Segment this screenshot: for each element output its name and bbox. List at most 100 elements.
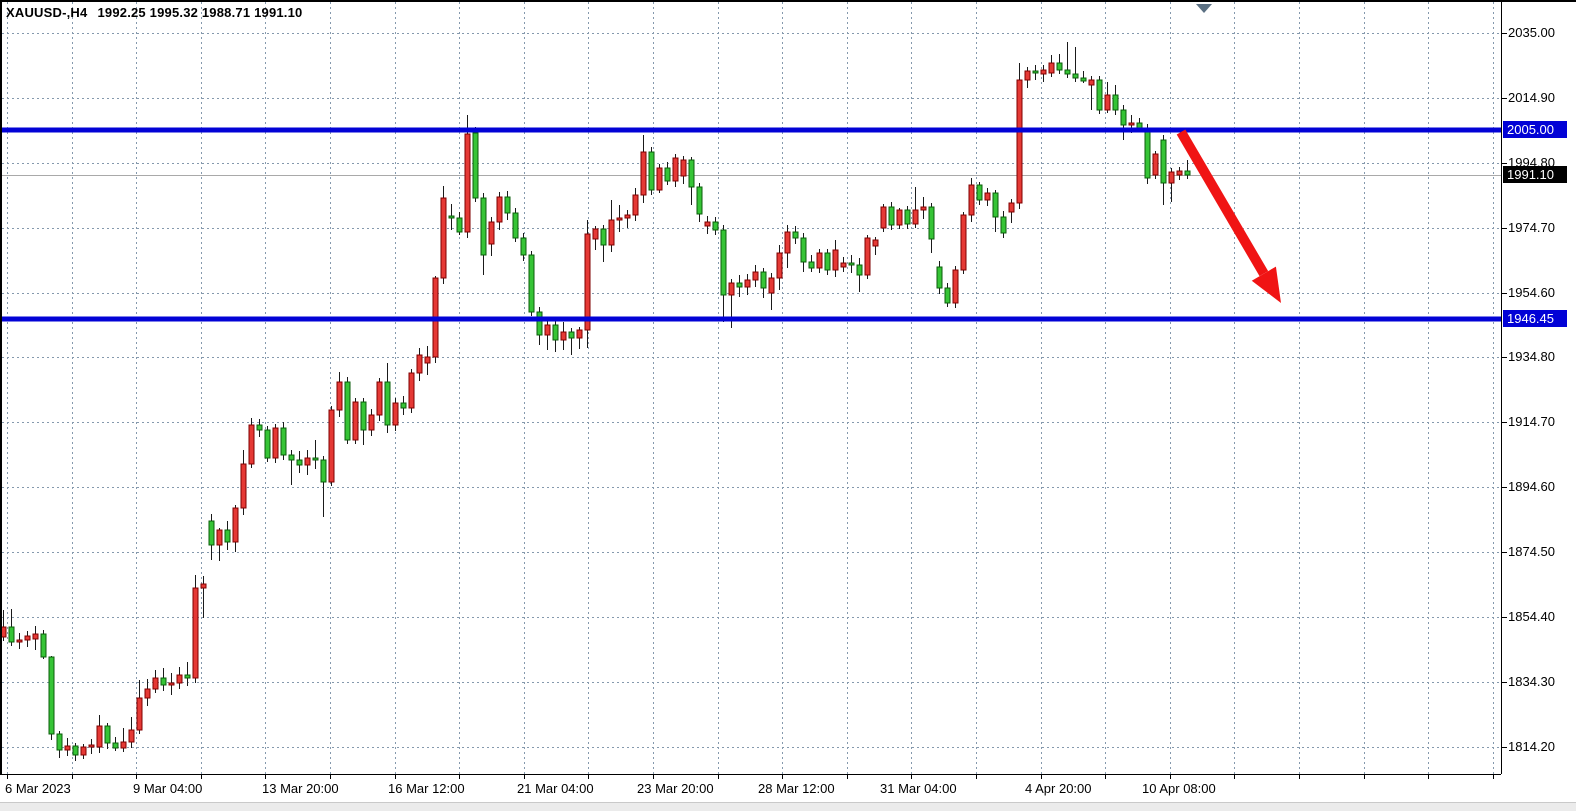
candle-body: [624, 214, 631, 219]
candle-body: [104, 725, 111, 744]
candle-body: [1072, 73, 1079, 79]
candle-body: [352, 401, 359, 441]
time-axis-label: 21 Mar 04:00: [517, 781, 594, 796]
candle-body: [408, 372, 415, 409]
candle-body: [152, 677, 159, 690]
price-axis-label: 1954.60: [1508, 285, 1555, 300]
candle-body: [736, 282, 743, 288]
candle-body: [536, 311, 543, 336]
trend-arrow-shaft: [1176, 129, 1269, 277]
window-border-left: [0, 0, 2, 774]
candle-body: [496, 196, 503, 223]
candle-body: [72, 745, 79, 756]
candle-body: [168, 682, 175, 686]
candle-body: [800, 237, 807, 263]
price-axis-label: 1854.40: [1508, 609, 1555, 624]
candle-body: [216, 529, 223, 546]
candle-body: [704, 221, 711, 227]
candle-body: [920, 206, 927, 211]
candle-body: [56, 733, 63, 751]
candle-body: [344, 381, 351, 441]
candle-body: [416, 354, 423, 374]
candle-body: [696, 186, 703, 215]
candle-body: [896, 209, 903, 226]
candle-body: [768, 277, 775, 294]
candle-body: [1024, 70, 1031, 81]
candle-body: [88, 744, 95, 748]
candle-body: [488, 221, 495, 245]
candle-body: [784, 231, 791, 254]
resistance-price-tag: 2005.00: [1503, 121, 1567, 138]
candle-body: [752, 271, 759, 281]
bottom-strip: [0, 802, 1576, 811]
candle-body: [176, 674, 183, 684]
candle-body: [1104, 94, 1111, 111]
candle-body: [1008, 202, 1015, 213]
candle-body: [904, 209, 911, 225]
candle-body: [576, 329, 583, 339]
candle-body: [184, 674, 191, 679]
time-axis-label: 31 Mar 04:00: [880, 781, 957, 796]
candle-body: [368, 414, 375, 431]
price-axis-label: 1874.50: [1508, 544, 1555, 559]
candle-body: [928, 206, 935, 240]
price-axis-label: 1814.20: [1508, 739, 1555, 754]
price-axis-label: 2035.00: [1508, 25, 1555, 40]
candle-body: [208, 520, 215, 546]
price-axis-label: 1894.60: [1508, 479, 1555, 494]
candle-body: [336, 381, 343, 411]
candle-body: [112, 742, 119, 749]
candle-body: [888, 206, 895, 226]
candle-body: [160, 677, 167, 686]
candle-body: [648, 151, 655, 191]
candle-body: [32, 633, 39, 640]
candle-body: [392, 402, 399, 426]
candle-body: [80, 746, 87, 756]
candle-body: [992, 192, 999, 218]
candle-body: [456, 217, 463, 233]
candle-body: [608, 219, 615, 246]
price-axis-label: 1914.70: [1508, 414, 1555, 429]
candle-body: [632, 194, 639, 216]
candle-body: [1144, 127, 1151, 179]
time-axis-label: 28 Mar 12:00: [758, 781, 835, 796]
candle-body: [552, 324, 559, 341]
price-axis-label: 1934.80: [1508, 349, 1555, 364]
candle-body: [1040, 69, 1047, 75]
candle-body: [136, 697, 143, 731]
candle-body: [776, 252, 783, 279]
candle-body: [1056, 62, 1063, 71]
candle-body: [664, 167, 671, 182]
time-axis-label: 10 Apr 08:00: [1142, 781, 1216, 796]
candle-body: [120, 741, 127, 749]
candle-body: [520, 237, 527, 256]
candle-body: [1152, 153, 1159, 176]
candle-body: [472, 132, 479, 199]
candle-body: [984, 192, 991, 201]
candle-body: [320, 459, 327, 483]
candle-body: [40, 633, 47, 658]
candle-body: [960, 214, 967, 271]
time-axis-label: 4 Apr 20:00: [1025, 781, 1092, 796]
price-axis-label: 1974.70: [1508, 220, 1555, 235]
candle-body: [640, 151, 647, 196]
candle-body: [712, 221, 719, 231]
candle-body: [944, 287, 951, 304]
candle-body: [840, 262, 847, 268]
candle-body: [48, 656, 55, 735]
candle-body: [96, 725, 103, 748]
candle-body: [1080, 77, 1087, 82]
price-axis-label: 2014.90: [1508, 90, 1555, 105]
candle-body: [952, 269, 959, 304]
candle-body: [464, 133, 471, 233]
candle-body: [1176, 170, 1183, 176]
candle-body: [264, 429, 271, 459]
candle-body: [728, 282, 735, 296]
candle-body: [936, 266, 943, 289]
chart-shift-icon[interactable]: [1196, 4, 1212, 13]
candle-body: [600, 228, 607, 246]
candle-body: [296, 459, 303, 466]
candle-body: [448, 215, 455, 219]
time-axis-label: 6 Mar 2023: [5, 781, 71, 796]
